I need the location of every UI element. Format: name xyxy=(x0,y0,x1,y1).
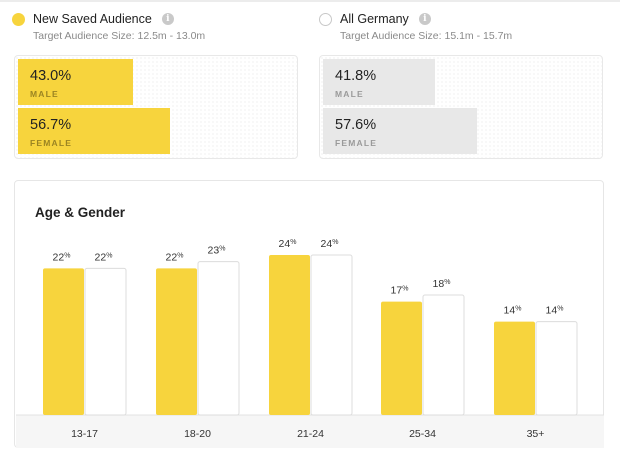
percent-unit: % xyxy=(515,306,521,313)
bar-new-saved-35+ xyxy=(494,321,535,415)
audience-header-all-germany[interactable]: All Germany i Target Audience Size: 15.1… xyxy=(319,10,512,42)
percent-unit: % xyxy=(402,286,408,293)
bar-new-saved-25-34 xyxy=(381,301,422,415)
percent-unit: % xyxy=(290,239,296,246)
x-tick-label: 25-34 xyxy=(409,428,436,440)
percent-unit: % xyxy=(64,252,70,259)
gender-percent: 43.0% xyxy=(30,68,72,84)
bar-new-saved-13-17 xyxy=(43,268,84,415)
percent-unit: % xyxy=(444,279,450,286)
gender-label: FEMALE xyxy=(335,138,378,148)
bar-value-label: 23% xyxy=(208,245,226,257)
bar-value-label: 18% xyxy=(433,278,451,290)
x-tick-label: 21-24 xyxy=(297,428,324,440)
age-gender-chart: 22% 22% 13-17 22% 23% 18-20 24% 24% 21-24 17% 18% 2… xyxy=(16,238,604,448)
gender-bar-female xyxy=(18,108,170,154)
gender-percent: 41.8% xyxy=(335,68,377,84)
bar-value-label: 17% xyxy=(391,285,409,297)
gender-card-new-saved: 43.0% MALE 56.7% FEMALE xyxy=(14,55,298,159)
audience-name: New Saved Audience xyxy=(33,12,152,26)
bar-all-germany-21-24 xyxy=(310,254,353,416)
percent-unit: % xyxy=(557,306,563,313)
gender-card-all-germany: 41.8% MALE 57.6% FEMALE xyxy=(319,55,603,159)
bar-value-label: 24% xyxy=(321,238,339,250)
bar-all-germany-35+ xyxy=(535,321,578,416)
bar-new-saved-18-20 xyxy=(156,268,197,415)
info-icon[interactable]: i xyxy=(161,13,174,25)
gender-row-female: 57.6% FEMALE xyxy=(323,108,601,154)
bar-value-label: 22% xyxy=(53,251,71,263)
chart-title: Age & Gender xyxy=(35,205,126,220)
gender-bar-male xyxy=(18,59,133,105)
x-tick-label: 35+ xyxy=(527,428,545,440)
gender-label: FEMALE xyxy=(30,138,73,148)
bar-value-label: 22% xyxy=(95,251,113,263)
x-tick-label: 13-17 xyxy=(71,428,98,440)
gender-percent: 56.7% xyxy=(30,117,72,133)
x-axis-band xyxy=(16,415,604,448)
bar-value-label: 14% xyxy=(546,305,564,317)
info-icon[interactable]: i xyxy=(418,13,431,25)
percent-unit: % xyxy=(219,246,225,253)
gender-percent: 57.6% xyxy=(335,117,377,133)
selected-radio-icon[interactable] xyxy=(12,12,25,26)
percent-unit: % xyxy=(106,252,112,259)
unselected-radio-icon[interactable] xyxy=(319,12,332,26)
gender-bar-male xyxy=(323,59,435,105)
bar-all-germany-18-20 xyxy=(197,261,240,416)
x-tick-label: 18-20 xyxy=(184,428,211,440)
gender-label: MALE xyxy=(335,89,364,99)
gender-label: MALE xyxy=(30,89,59,99)
audience-name: All Germany xyxy=(340,12,409,26)
bar-all-germany-25-34 xyxy=(422,294,465,416)
bar-value-label: 22% xyxy=(166,251,184,263)
audience-size: Target Audience Size: 12.5m - 13.0m xyxy=(33,30,206,42)
gender-row-male: 41.8% MALE xyxy=(323,59,601,105)
audience-header-new-saved[interactable]: New Saved Audience i Target Audience Siz… xyxy=(12,10,205,42)
bar-all-germany-13-17 xyxy=(84,267,127,416)
bar-value-label: 24% xyxy=(279,238,297,250)
bar-new-saved-21-24 xyxy=(269,255,310,415)
age-gender-card: Age & Gender 22% 22% 13-17 22% 23% 18-20 24% 24… xyxy=(14,180,604,448)
percent-unit: % xyxy=(332,239,338,246)
percent-unit: % xyxy=(177,252,183,259)
gender-row-male: 43.0% MALE xyxy=(18,59,296,105)
bar-value-label: 14% xyxy=(504,305,522,317)
audience-size: Target Audience Size: 15.1m - 15.7m xyxy=(340,30,513,42)
top-divider xyxy=(0,0,620,2)
gender-bar-female xyxy=(323,108,477,154)
gender-row-female: 56.7% FEMALE xyxy=(18,108,296,154)
